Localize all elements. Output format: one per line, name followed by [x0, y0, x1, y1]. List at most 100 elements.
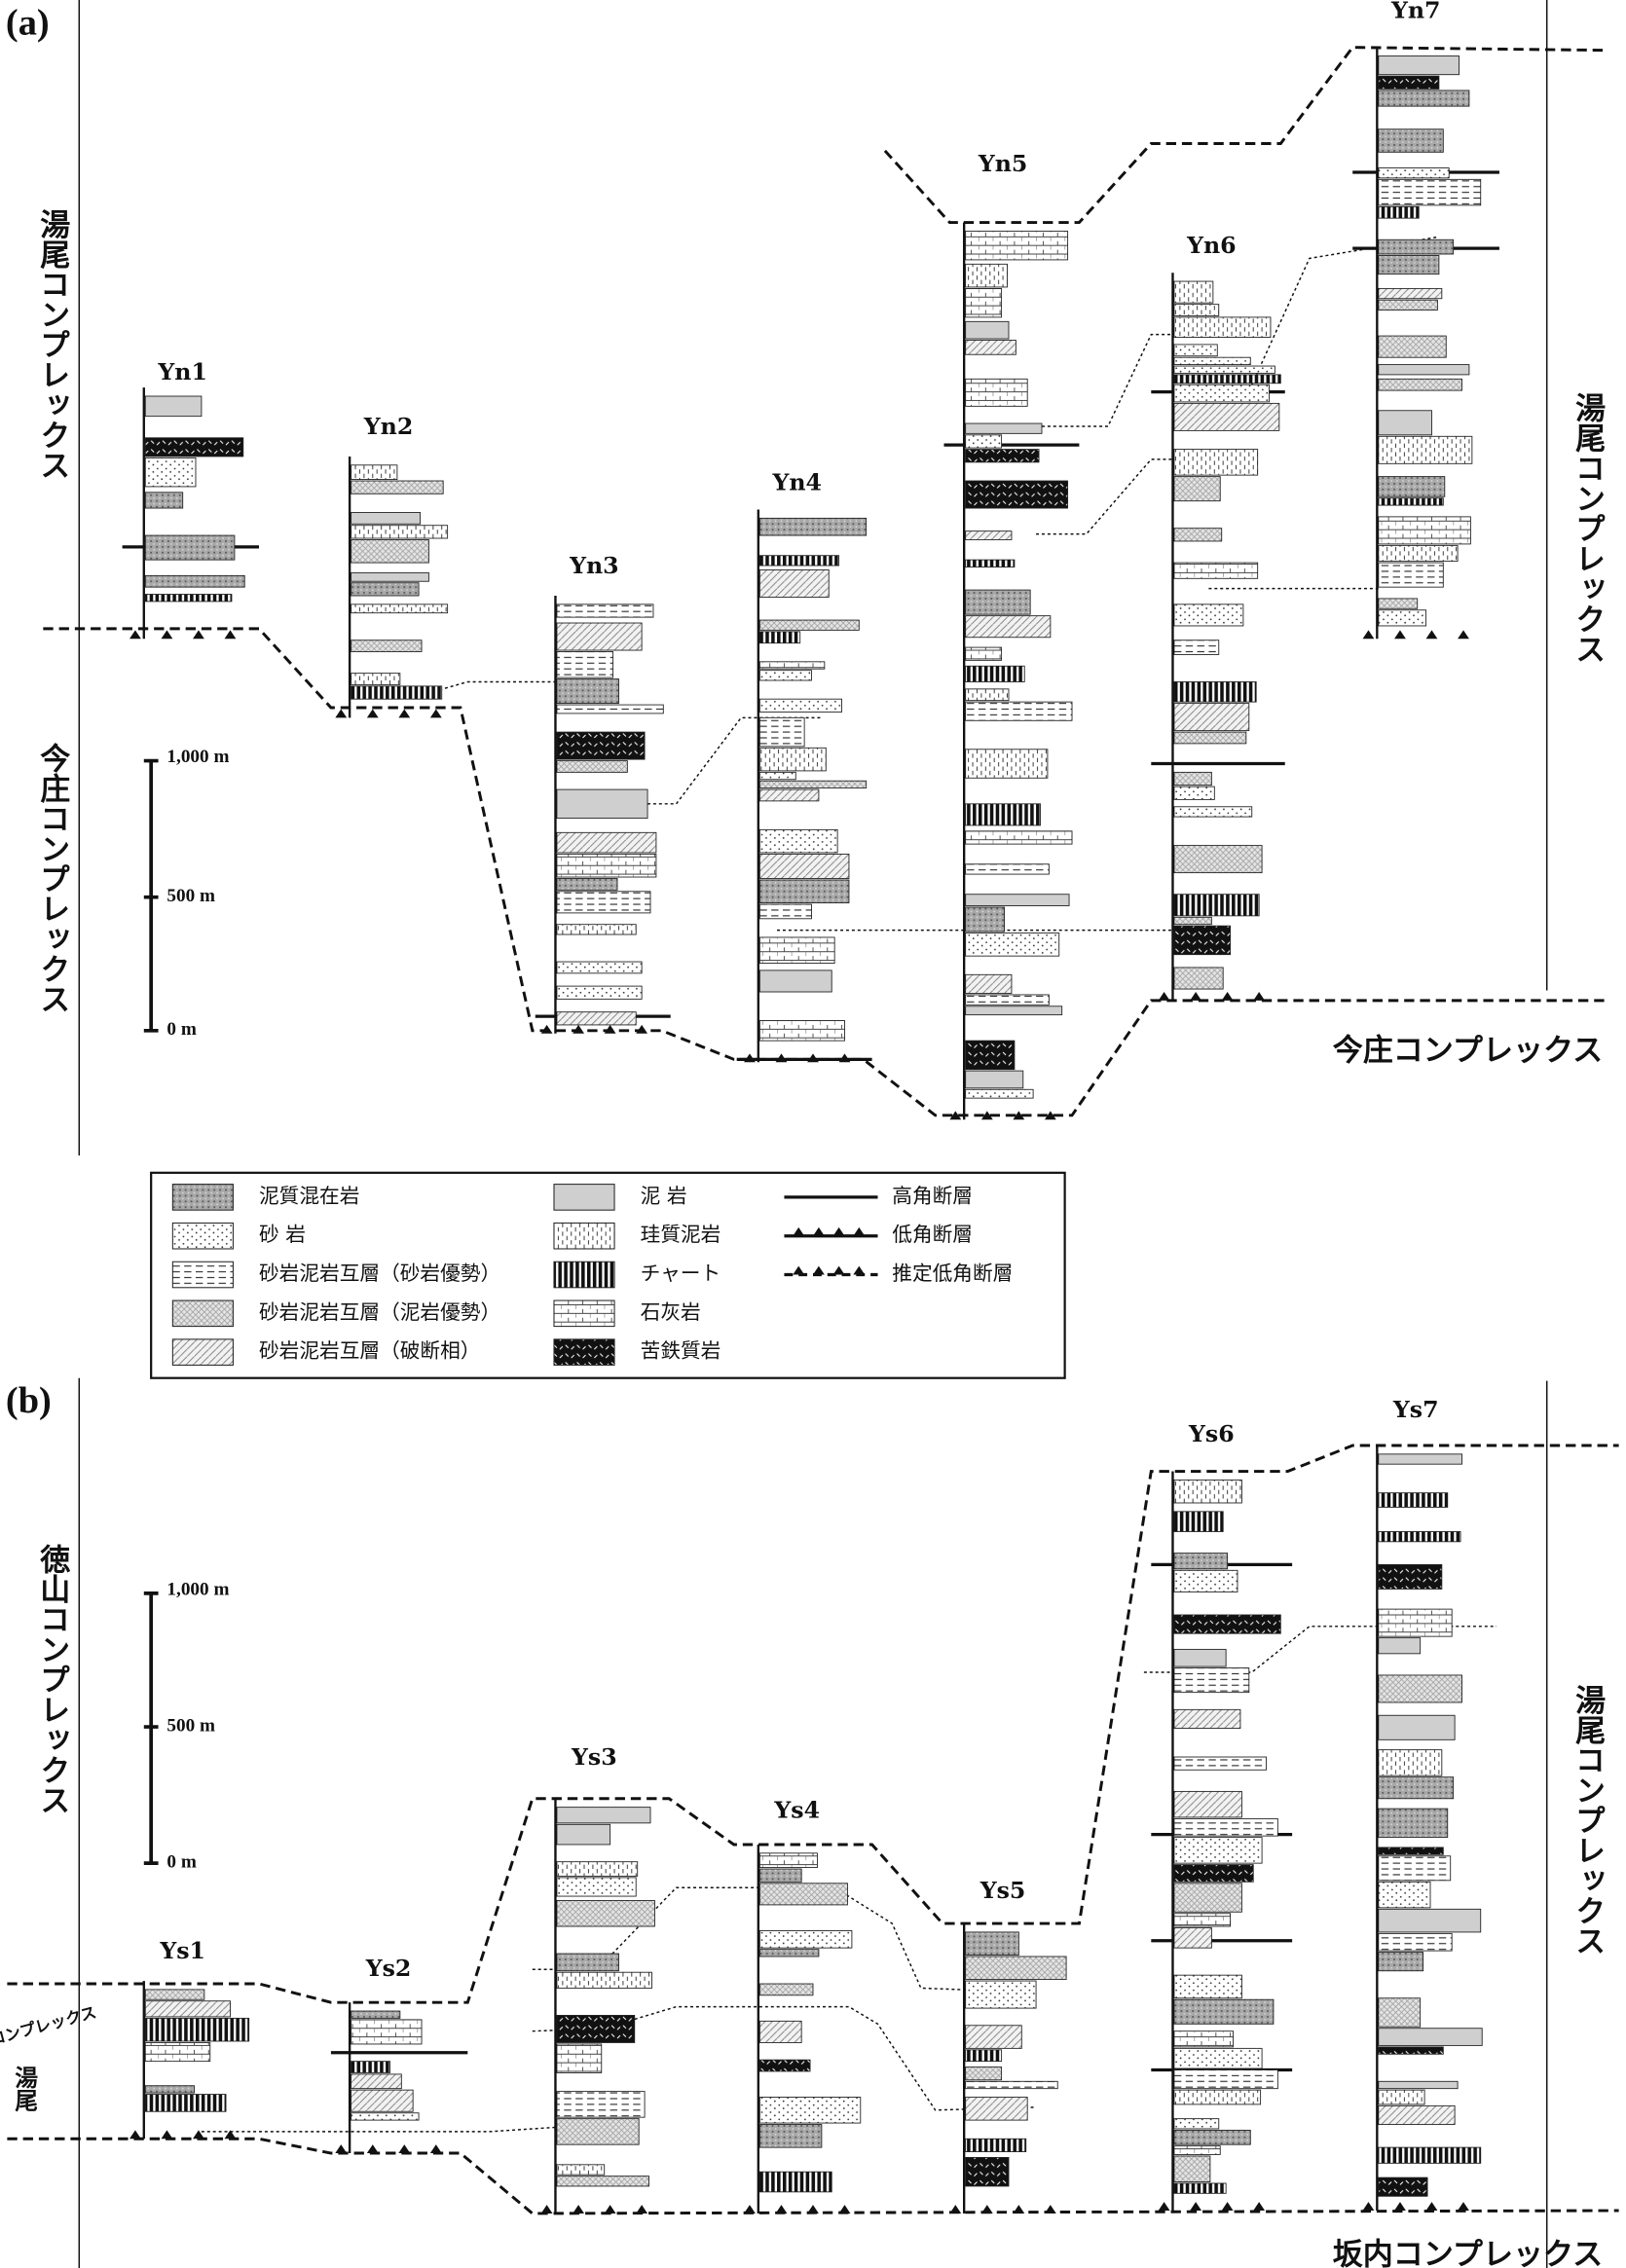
fault-tooth	[1394, 630, 1406, 640]
fault-tooth	[813, 1226, 825, 1236]
lithology-bar	[1173, 1837, 1263, 1864]
lithology-bar	[144, 2000, 231, 2018]
fault-tooth	[1158, 2202, 1170, 2212]
lithology-bar	[1173, 2182, 1227, 2194]
lithology-bar	[965, 1088, 1034, 1099]
lithology-bar	[556, 622, 643, 651]
lithology-bar	[965, 1070, 1024, 1089]
legend-label: 珪質泥岩	[641, 1223, 721, 1246]
lithology-bar	[351, 640, 423, 652]
lithology-bar	[758, 1983, 814, 1996]
lithology-bar	[758, 2059, 811, 2072]
fault-tooth	[1253, 2202, 1266, 2212]
lithology-bar	[1173, 2129, 1251, 2145]
fault-tooth	[980, 1111, 993, 1120]
fault-tooth	[1425, 2202, 1438, 2212]
complex-label: 湯尾	[11, 2066, 38, 2113]
fault-tooth	[949, 2205, 962, 2213]
fault-tooth	[224, 2130, 237, 2140]
fault-tooth	[429, 2144, 442, 2154]
column-label: Ys2	[365, 1955, 412, 1982]
fault-tooth	[832, 1226, 845, 1236]
low-angle-fault	[43, 627, 1605, 1117]
lithology-bar	[965, 589, 1031, 615]
lithology-bar	[758, 716, 805, 748]
lithology-bar	[351, 685, 443, 700]
lithology-bar	[1173, 2089, 1262, 2105]
lithology-bar	[1173, 1998, 1275, 2025]
column-label: Yn7	[1390, 0, 1441, 23]
fault-tooth	[838, 1053, 851, 1063]
legend-label: チャート	[641, 1262, 721, 1285]
lithology-bar	[1378, 1749, 1443, 1776]
lithology-bar	[1378, 497, 1444, 506]
lithology-bar	[965, 803, 1041, 826]
fault-tooth	[398, 2144, 411, 2154]
lithology-bar	[1378, 609, 1427, 627]
fault-tooth	[832, 1265, 845, 1275]
lithology-bar	[965, 2025, 1022, 2049]
column-label: Ys1	[159, 1937, 205, 1964]
complex-label: 湯尾コンプレックス	[1570, 1685, 1606, 1957]
lithology-bar	[351, 571, 429, 582]
lithology-bar	[758, 788, 820, 802]
legend-label: 苦鉄質岩	[641, 1339, 721, 1363]
lithology-bar	[758, 2020, 802, 2043]
fault-tooth	[1362, 2202, 1375, 2212]
lithology-bar	[758, 936, 835, 964]
lithology-bar	[1378, 1776, 1455, 1800]
legend-swatch	[553, 1299, 615, 1328]
lithology-bar	[556, 924, 637, 935]
lithology-bar	[1173, 731, 1247, 745]
complex-label: 湯尾コンプレックス	[34, 209, 70, 481]
legend-label: 泥質混在岩	[259, 1184, 359, 1207]
lithology-bar	[556, 1971, 652, 1989]
lithology-bar	[556, 878, 618, 891]
lithology-bar	[758, 670, 812, 681]
lithology-bar	[1378, 205, 1420, 219]
lithology-bar	[965, 906, 1006, 933]
lithology-bar	[1173, 894, 1260, 917]
lithology-bar	[758, 2124, 823, 2148]
lithology-bar	[1378, 516, 1471, 545]
lithology-bar	[1173, 2145, 1221, 2155]
fault-tooth	[398, 709, 411, 718]
fault-tooth	[1425, 630, 1438, 640]
lithology-bar	[1173, 1479, 1242, 1504]
lithology-bar	[1378, 1674, 1462, 1703]
lithology-bar	[1378, 364, 1470, 376]
lithology-bar	[144, 492, 184, 509]
low-angle-fault	[7, 2137, 1619, 2215]
lithology-bar	[758, 555, 840, 567]
column-label: Yn4	[771, 468, 822, 495]
fault-tooth	[807, 1053, 819, 1063]
lithology-bar	[1378, 2080, 1459, 2090]
fault-tooth	[775, 1053, 788, 1063]
lithology-bar	[1173, 304, 1220, 316]
lithology-bar	[965, 434, 1003, 449]
lithology-bar	[1378, 1908, 1482, 1933]
fault-tooth	[1013, 2205, 1025, 2213]
fault-tooth	[1158, 992, 1170, 1001]
column-label: Ys3	[571, 1743, 617, 1771]
lithology-bar	[556, 891, 651, 914]
lithology-bar	[1173, 1913, 1232, 1927]
legend-label: 泥 岩	[641, 1184, 687, 1207]
fault-tooth	[604, 1024, 616, 1034]
lithology-bar	[965, 863, 1050, 875]
lithology-bar	[1173, 2155, 1211, 2182]
lithology-bar	[1173, 1864, 1254, 1883]
lithology-bar	[351, 2073, 402, 2090]
lithology-bar	[556, 2164, 606, 2176]
lithology-bar	[965, 263, 1008, 288]
lithology-bar	[758, 747, 827, 772]
lithology-bar	[758, 698, 843, 713]
lithology-bar	[1378, 1808, 1449, 1839]
lithology-bar	[1173, 476, 1221, 502]
legend-swatch	[171, 1184, 234, 1211]
fault-teeth	[129, 630, 1469, 2213]
lithology-bar	[1173, 1553, 1229, 1570]
lithology-bar	[351, 2010, 401, 2019]
legend-swatch	[553, 1222, 615, 1250]
